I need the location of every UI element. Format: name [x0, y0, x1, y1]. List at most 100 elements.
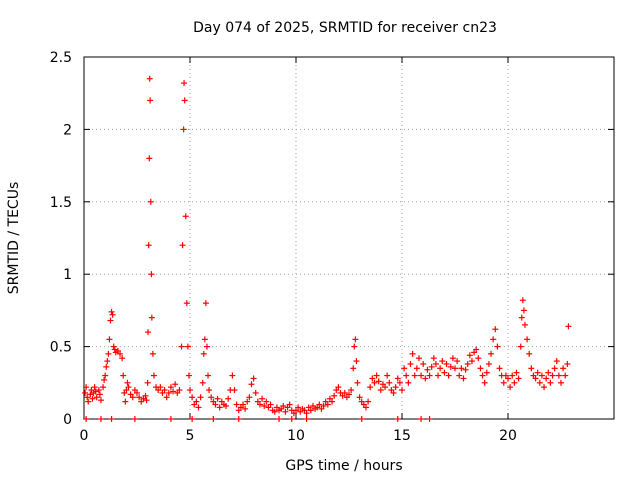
- data-point: [242, 405, 249, 412]
- data-point: [185, 372, 192, 379]
- data-point: [335, 384, 342, 391]
- data-point: [83, 416, 90, 422]
- data-point: [341, 389, 348, 396]
- data-point: [528, 365, 535, 372]
- data-point: [208, 394, 215, 401]
- data-point: [276, 416, 283, 422]
- y-tick-label: 1.5: [50, 195, 72, 211]
- data-point: [111, 346, 118, 353]
- data-point: [117, 350, 124, 357]
- data-point: [428, 363, 435, 370]
- data-point: [178, 343, 185, 350]
- data-point: [267, 401, 274, 408]
- data-point: [415, 355, 422, 362]
- y-tick-label: 0.5: [50, 340, 72, 356]
- data-point: [244, 398, 251, 405]
- data-point: [181, 97, 188, 104]
- data-point: [329, 398, 336, 405]
- data-point: [101, 376, 108, 383]
- data-point: [513, 369, 520, 376]
- grid: [84, 57, 614, 419]
- data-point: [496, 365, 503, 372]
- data-point: [197, 394, 204, 401]
- data-point: [110, 343, 117, 350]
- data-point: [246, 394, 253, 401]
- data-point: [103, 363, 110, 370]
- data-point: [316, 401, 323, 408]
- data-point: [172, 381, 179, 388]
- data-point: [536, 379, 543, 386]
- data-point: [562, 372, 569, 379]
- data-point: [331, 392, 338, 399]
- data-point: [142, 392, 149, 399]
- data-point: [199, 379, 206, 386]
- data-point: [447, 363, 454, 370]
- data-point: [307, 407, 314, 414]
- data-point: [200, 350, 207, 357]
- data-point: [488, 350, 495, 357]
- data-point: [161, 387, 168, 394]
- data-point: [145, 329, 152, 336]
- data-point: [367, 384, 374, 391]
- data-point: [507, 384, 514, 391]
- data-point: [405, 379, 412, 386]
- data-point: [424, 366, 431, 373]
- data-point: [462, 366, 469, 373]
- data-point: [518, 314, 525, 321]
- data-point: [282, 408, 289, 415]
- data-point: [201, 336, 208, 343]
- data-point: [511, 379, 518, 386]
- data-point: [435, 372, 442, 379]
- data-point: [129, 394, 136, 401]
- y-axis-label: SRMTID / TECUs: [6, 182, 22, 295]
- data-point: [149, 350, 156, 357]
- data-point: [541, 384, 548, 391]
- data-point: [147, 97, 154, 104]
- data-point: [107, 317, 114, 324]
- data-point: [483, 369, 490, 376]
- data-point: [352, 336, 359, 343]
- data-point: [205, 372, 212, 379]
- data-point: [148, 314, 155, 321]
- data-point: [538, 372, 545, 379]
- data-point: [420, 360, 427, 367]
- data-point: [426, 372, 433, 379]
- data-point: [481, 379, 488, 386]
- data-point: [97, 397, 104, 404]
- data-point: [473, 346, 480, 353]
- data-point: [259, 395, 266, 402]
- data-point: [214, 395, 221, 402]
- data-point: [377, 387, 384, 394]
- data-point: [371, 379, 378, 386]
- data-point: [108, 416, 115, 422]
- data-point: [468, 358, 475, 365]
- data-point: [248, 381, 255, 388]
- data-point: [534, 369, 541, 376]
- data-point: [452, 365, 458, 372]
- y-tick-label: 2: [63, 122, 72, 138]
- y-tick-label: 0: [63, 412, 72, 428]
- data-point: [524, 336, 531, 343]
- y-tick-label: 1: [63, 267, 72, 283]
- data-point: [167, 416, 174, 422]
- data-point: [184, 343, 191, 350]
- data-point: [475, 355, 482, 362]
- data-point: [479, 372, 486, 379]
- data-point: [109, 311, 116, 318]
- data-point: [104, 358, 111, 365]
- data-point: [320, 402, 327, 409]
- data-point: [413, 365, 420, 372]
- ticks: 0 5 10 15 20 0 0.5 1 1.5 2 2.5: [50, 50, 614, 444]
- data-point: [131, 416, 138, 422]
- data-point: [231, 387, 238, 394]
- data-point: [147, 198, 154, 205]
- data-point: [437, 365, 444, 372]
- data-point: [392, 384, 399, 391]
- data-point: [97, 416, 104, 422]
- data-point: [216, 404, 223, 411]
- data-point: [93, 394, 100, 401]
- data-point: [373, 372, 380, 379]
- data-point: [390, 389, 397, 396]
- data-point: [105, 350, 112, 357]
- data-point: [203, 343, 210, 350]
